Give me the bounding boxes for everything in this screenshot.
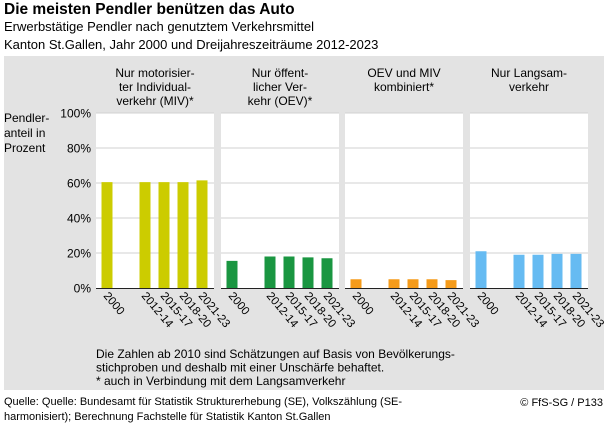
- panel-title: licher Ver-: [253, 80, 307, 94]
- bar-2018-20: [177, 182, 189, 288]
- x-tick-label: 2000: [350, 290, 376, 317]
- bar-2015-17: [283, 256, 295, 288]
- chart-title: Die meisten Pendler benützen das Auto: [4, 1, 295, 18]
- y-tick-label: 20%: [67, 247, 91, 261]
- plot-panel: [345, 113, 463, 288]
- chart-note: Die Zahlen ab 2010 sind Schätzungen auf …: [96, 347, 455, 361]
- panel-title: Nur öffent-: [252, 66, 308, 80]
- bar-2000: [226, 260, 238, 288]
- y-axis-label: anteil in: [4, 126, 45, 140]
- panel-title: verkehr (MIV)*: [116, 94, 194, 108]
- panel-title: verkehr: [509, 80, 549, 94]
- panel-title: OEV und MIV: [367, 66, 440, 80]
- bar-2021-23: [321, 258, 333, 288]
- panel-title: Nur Langsam-: [491, 66, 567, 80]
- y-axis-label: Prozent: [4, 141, 46, 155]
- x-tick-label: 2000: [475, 290, 501, 317]
- copyright: © FfS-SG / P133: [520, 397, 603, 409]
- plot-panel: [470, 113, 588, 288]
- x-tick-label: 2000: [226, 290, 252, 317]
- bar-2012-14: [513, 254, 525, 288]
- x-tick-label: 2000: [101, 290, 127, 317]
- y-tick-label: 0%: [74, 282, 92, 296]
- source-line-1: Quelle: Quelle: Bundesamt für Statistik …: [4, 396, 403, 408]
- bar-2000: [350, 279, 362, 288]
- panel-title: Nur motorisier-: [115, 66, 194, 80]
- y-tick-label: 100%: [60, 107, 91, 121]
- bar-2015-17: [407, 279, 419, 288]
- y-axis-label: Pendler-: [4, 111, 49, 125]
- chart-subtitle: Erwerbstätige Pendler nach genutztem Ver…: [4, 19, 314, 34]
- bar-2000: [101, 182, 113, 288]
- plot-panel: [221, 113, 339, 288]
- y-tick-label: 40%: [67, 212, 91, 226]
- source-note: Quelle: Quelle: Bundesamt für Statistik …: [4, 395, 474, 425]
- bar-2021-23: [570, 253, 582, 288]
- source-line-2: harmonisiert); Berechnung Fachstelle für…: [4, 411, 331, 423]
- chart-note: * auch in Verbindung mit dem Langsamverk…: [96, 374, 345, 388]
- chart-note: stichproben und deshalb mit einer Unschä…: [96, 361, 384, 375]
- panel-title: ter Individual-: [119, 80, 191, 94]
- panel-title: kombiniert*: [374, 80, 434, 94]
- chart-subtitle-2: Kanton St.Gallen, Jahr 2000 und Dreijahr…: [4, 37, 379, 52]
- bar-2012-14: [264, 256, 276, 288]
- panel-title: kehr (OEV)*: [248, 94, 313, 108]
- bar-2000: [475, 251, 487, 288]
- bar-2012-14: [139, 182, 151, 288]
- bar-2018-20: [302, 257, 314, 288]
- bar-2012-14: [388, 279, 400, 288]
- y-tick-label: 80%: [67, 142, 91, 156]
- plot-panel: [96, 113, 214, 288]
- bar-2015-17: [532, 254, 544, 288]
- bar-2015-17: [158, 182, 170, 288]
- y-tick-label: 60%: [67, 177, 91, 191]
- bar-2021-23: [445, 280, 457, 288]
- bar-2021-23: [196, 180, 208, 288]
- bar-2018-20: [551, 253, 563, 288]
- bar-2018-20: [426, 279, 438, 288]
